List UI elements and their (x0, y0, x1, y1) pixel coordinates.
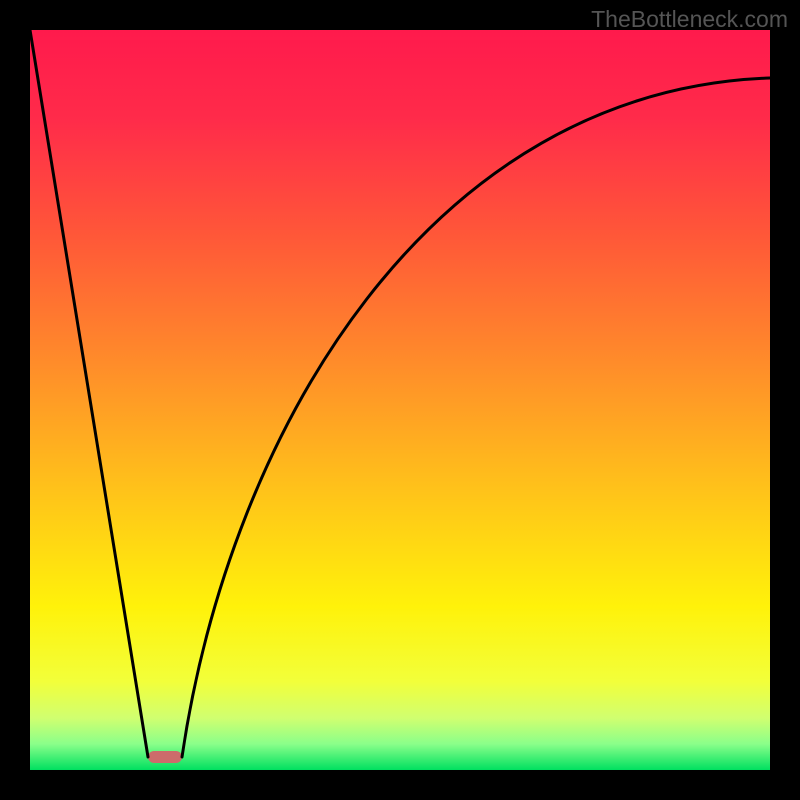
chart-container: TheBottleneck.com (0, 0, 800, 800)
chart-svg (0, 0, 800, 800)
watermark-text: TheBottleneck.com (591, 6, 788, 33)
gradient-background (30, 30, 770, 770)
bottleneck-marker (148, 751, 182, 763)
